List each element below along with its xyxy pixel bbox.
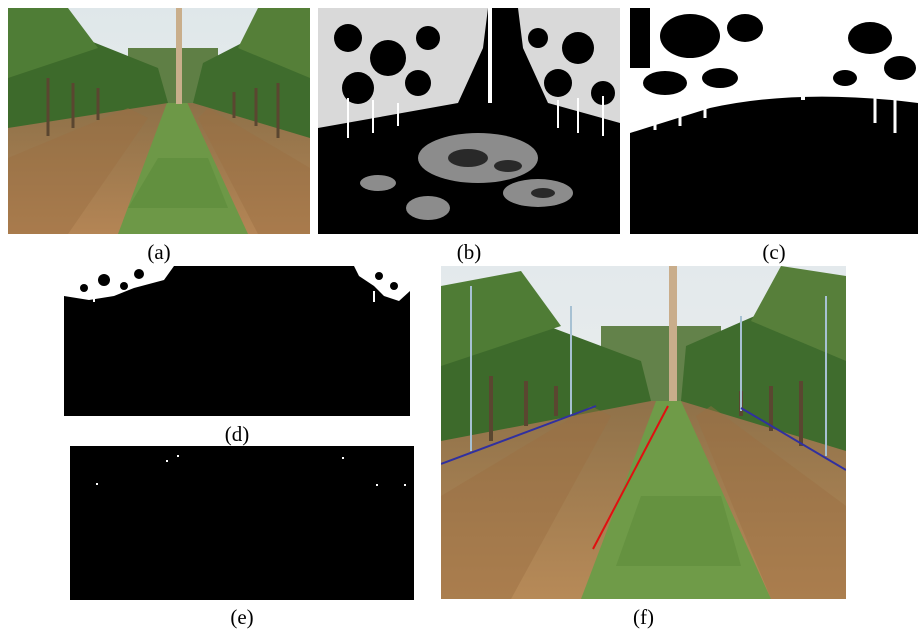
panel-d-filtered-mask	[64, 266, 410, 416]
panel-a-orchard-photo	[8, 8, 310, 234]
panel-c-segmented-mask	[630, 8, 918, 234]
caption-b: (b)	[456, 240, 482, 264]
panel-b-threshold-image	[318, 8, 620, 234]
caption-c: (c)	[762, 240, 786, 264]
panel-f-navigation-result	[441, 266, 846, 599]
caption-e: (e)	[230, 605, 254, 629]
caption-f: (f)	[633, 605, 654, 629]
caption-a: (a)	[147, 240, 171, 264]
caption-d: (d)	[224, 422, 250, 446]
panel-e-feature-points	[70, 446, 414, 600]
